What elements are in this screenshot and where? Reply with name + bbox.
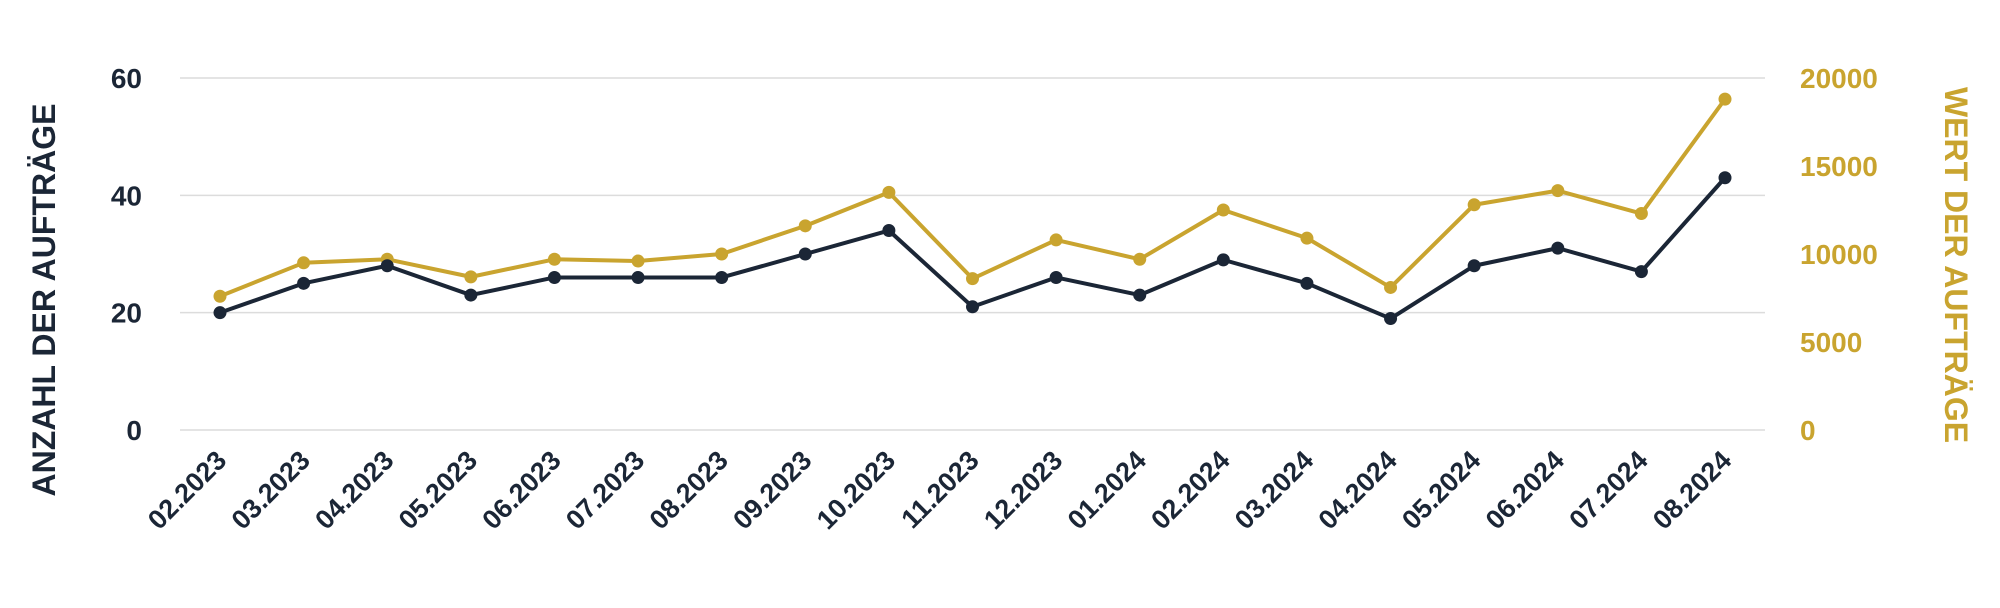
x-tick-label: 07.2023 xyxy=(560,445,650,535)
value-point xyxy=(1718,92,1732,106)
x-tick-label: 03.2023 xyxy=(226,445,316,535)
count-point xyxy=(297,276,311,290)
y-tick-label: 40 xyxy=(111,180,142,211)
value-point xyxy=(1551,184,1565,198)
value-point xyxy=(1216,203,1230,217)
count-point xyxy=(1551,241,1565,255)
value-point xyxy=(715,247,729,261)
count-point xyxy=(798,247,812,261)
x-axis-ticks: 02.202303.202304.202305.202306.202307.20… xyxy=(142,445,1737,535)
left-axis-title: ANZAHL DER AUFTRÄGE xyxy=(26,104,62,497)
x-tick-label: 04.2023 xyxy=(309,445,399,535)
value-point xyxy=(1634,207,1648,221)
count-point xyxy=(715,270,729,284)
x-tick-label: 05.2024 xyxy=(1396,445,1486,535)
x-tick-label: 06.2023 xyxy=(476,445,566,535)
x-tick-label: 02.2023 xyxy=(142,445,232,535)
y-tick-label: 20 xyxy=(111,298,142,329)
y-tick-label: 60 xyxy=(111,63,142,94)
value-point xyxy=(798,219,812,233)
y2-tick-label: 20000 xyxy=(1800,63,1878,94)
x-tick-label: 11.2023 xyxy=(896,445,985,534)
count-point xyxy=(1049,270,1063,284)
value-point xyxy=(1049,233,1063,247)
y2-tick-label: 10000 xyxy=(1800,239,1878,270)
value-point xyxy=(882,185,896,199)
x-tick-label: 07.2024 xyxy=(1563,445,1653,535)
right-axis-ticks: 0 5000 10000 15000 20000 xyxy=(1800,63,1878,446)
value-point xyxy=(1467,198,1481,212)
count-point xyxy=(1718,171,1732,185)
series-layer xyxy=(213,92,1732,326)
value-point xyxy=(966,272,979,286)
x-tick-label: 03.2024 xyxy=(1229,445,1319,535)
count-point xyxy=(464,288,478,302)
y2-tick-label: 5000 xyxy=(1800,327,1862,358)
count-point xyxy=(547,270,561,284)
x-tick-label: 12.2023 xyxy=(978,445,1068,535)
x-tick-label: 02.2024 xyxy=(1145,445,1235,535)
value-point xyxy=(1384,280,1398,294)
value-point xyxy=(1133,252,1147,266)
value-series-line xyxy=(219,97,1727,299)
value-point xyxy=(1300,231,1314,245)
x-tick-label: 09.2023 xyxy=(727,445,817,535)
x-tick-label: 06.2024 xyxy=(1480,445,1570,535)
count-point xyxy=(631,270,645,284)
count-point xyxy=(882,224,896,238)
y-tick-label: 0 xyxy=(126,415,142,446)
x-tick-label: 04.2024 xyxy=(1313,445,1403,535)
count-point xyxy=(1216,253,1230,267)
count-point xyxy=(213,306,227,320)
count-point xyxy=(1133,288,1147,302)
left-axis-ticks: 0 20 40 60 xyxy=(111,63,142,446)
count-point xyxy=(1467,259,1481,273)
x-tick-label: 08.2024 xyxy=(1647,445,1737,535)
grid-lines xyxy=(180,77,1765,431)
count-point xyxy=(380,259,394,273)
value-point xyxy=(297,256,311,270)
count-point xyxy=(1634,265,1648,279)
count-point xyxy=(1384,312,1398,326)
value-point xyxy=(213,289,227,303)
value-point xyxy=(631,254,645,268)
value-point xyxy=(464,270,478,284)
count-point xyxy=(966,300,979,314)
x-tick-label: 08.2023 xyxy=(644,445,734,535)
y2-tick-label: 15000 xyxy=(1800,151,1878,182)
x-tick-label: 10.2023 xyxy=(811,445,901,535)
y2-tick-label: 0 xyxy=(1800,415,1816,446)
x-tick-label: 01.2024 xyxy=(1062,445,1152,535)
value-point xyxy=(547,252,561,266)
count-point xyxy=(1300,276,1314,290)
right-axis-title: WERT DER AUFTRÄGE xyxy=(1938,87,1974,443)
x-tick-label: 05.2023 xyxy=(393,445,483,535)
